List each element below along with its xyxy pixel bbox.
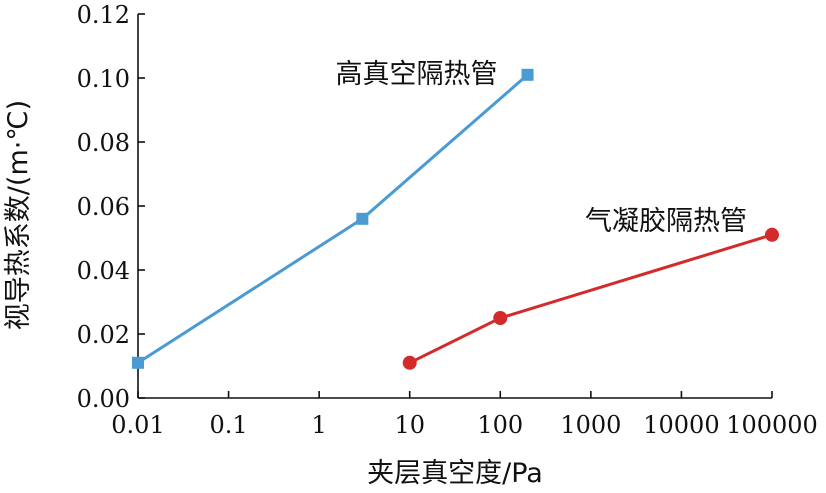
x-tick-label: 10000 bbox=[643, 411, 719, 439]
data-point bbox=[356, 212, 369, 225]
y-tick-label: 0.10 bbox=[77, 65, 130, 93]
x-tick-label: 10 bbox=[394, 411, 425, 439]
y-ticks: 0.00 0.02 0.04 0.06 0.08 0.10 0.12 bbox=[77, 1, 145, 413]
x-ticks: 0.01 0.1 1 10 100 1000 10000 100000 bbox=[111, 391, 818, 439]
x-tick-label: 1000 bbox=[560, 411, 621, 439]
y-tick-label: 0.06 bbox=[77, 193, 130, 221]
y-tick-label: 0.02 bbox=[77, 321, 130, 349]
data-point bbox=[493, 311, 508, 325]
series-label: 气凝胶隔热管 bbox=[585, 206, 747, 237]
data-point bbox=[521, 68, 534, 81]
y-tick-label: 0.00 bbox=[77, 385, 130, 413]
data-point bbox=[402, 355, 417, 370]
series-label: 高真空隔热管 bbox=[336, 59, 498, 90]
series-line bbox=[137, 73, 529, 365]
x-axis-title: 夹层真空度/Pa bbox=[367, 458, 543, 489]
y-tick-label: 0.08 bbox=[77, 129, 130, 157]
series-line bbox=[409, 233, 773, 365]
x-tick-label: 0.1 bbox=[209, 411, 247, 439]
y-tick-label: 0.12 bbox=[77, 1, 130, 29]
y-tick-label: 0.04 bbox=[77, 257, 130, 285]
data-point bbox=[765, 227, 779, 242]
x-tick-label: 100000 bbox=[726, 411, 818, 439]
x-tick-label: 1 bbox=[312, 411, 327, 439]
x-tick-label: 100 bbox=[477, 411, 523, 439]
data-point bbox=[132, 356, 144, 369]
y-axis-title: 视导热系数/(m·℃) bbox=[3, 100, 34, 330]
x-tick-label: 0.01 bbox=[111, 411, 164, 439]
